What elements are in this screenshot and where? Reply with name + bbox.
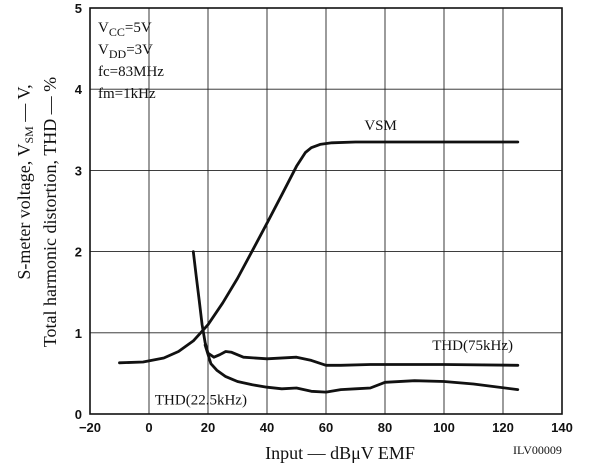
x-tick-label: 140 [551,420,573,435]
conditions-annotation: VCC=5V VDD=3V fc=83MHz fm=1kHz [98,20,164,102]
x-tick-label: 80 [378,420,392,435]
x-tick-label: 100 [433,420,455,435]
x-tick-label: −20 [79,420,101,435]
x-axis-label: Input — dBμV EMF [265,443,415,463]
condition-line: VDD=3V [98,42,153,61]
series-label: THD(22.5kHz) [155,392,247,408]
series-label: THD(75kHz) [432,338,513,354]
y-axis-label: S-meter voltage, VSM — V, [14,84,36,279]
series-line-thd-75khz [191,250,520,367]
figure-code: ILV00009 [513,443,562,457]
series-label: VSM [364,118,397,134]
condition-line: fc=83MHz [98,64,164,80]
condition-line: VCC=5V [98,20,152,39]
y-tick-label: 0 [75,407,82,422]
y-tick-label: 3 [75,163,82,178]
plot-frame [89,7,563,415]
grid [90,8,562,414]
series-lines [118,140,520,394]
y-tick-label: 4 [75,82,83,97]
y-tick-label: 5 [75,1,82,16]
x-tick-label: 60 [319,420,333,435]
x-tick-label: 20 [201,420,215,435]
series-line-thd-22-5khz [203,343,520,394]
condition-line: fm=1kHz [98,86,156,102]
x-tick-label: 40 [260,420,274,435]
y-tick-label: 1 [75,326,82,341]
y-axis-label-secondary: Total harmonic distortion, THD — % [40,77,60,347]
y-tick-label: 2 [75,245,82,260]
x-tick-label: 0 [145,420,152,435]
x-tick-label: 120 [492,420,514,435]
series-line-vsm [118,140,520,365]
series-labels: VSM THD(75kHz) THD(22.5kHz) [155,118,513,408]
